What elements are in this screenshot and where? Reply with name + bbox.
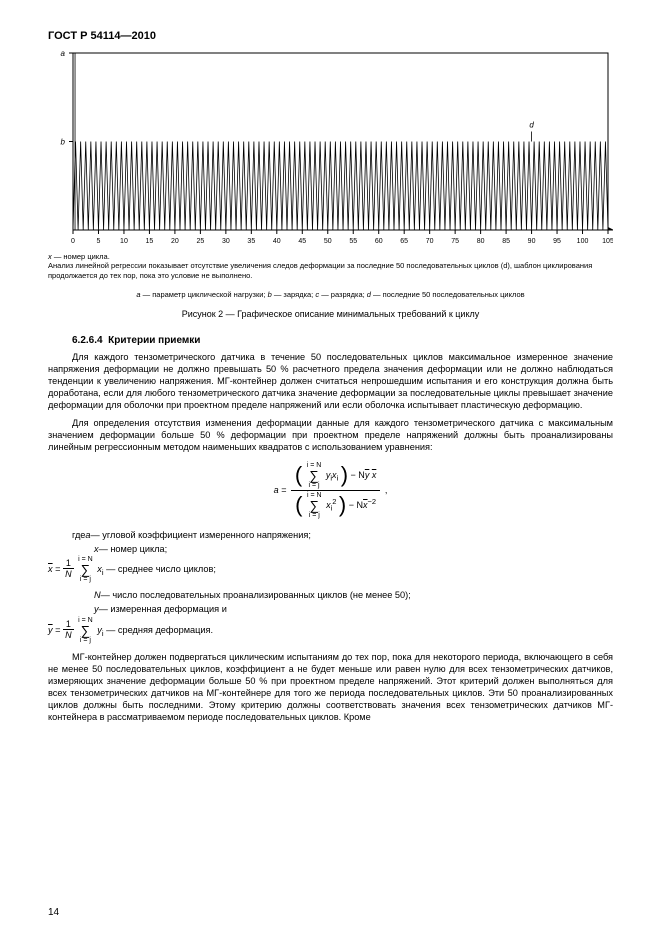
leg-c-txt: — разрядка;	[319, 290, 367, 299]
svg-text:80: 80	[477, 238, 485, 245]
svg-text:65: 65	[400, 238, 408, 245]
ybar-yi-i: i	[102, 629, 104, 638]
svg-text:85: 85	[502, 238, 510, 245]
chart-svg: 0 5 10 15 20 25 30 35 40 45 50 55 60 65 70 75 80 85 90 95 10…	[48, 48, 613, 248]
paragraph-3: МГ-контейнер должен подвергаться цикличе…	[48, 652, 613, 724]
svg-text:75: 75	[451, 238, 459, 245]
svg-text:30: 30	[222, 238, 230, 245]
svg-text:a: a	[61, 49, 66, 58]
f-num-xbar: x	[372, 470, 377, 480]
svg-text:50: 50	[324, 238, 332, 245]
section-num: 6.2.6.4	[72, 335, 103, 346]
main-formula: a = ( i = N ∑ i = j yixi ) − Ny x ( i = …	[48, 462, 613, 519]
where-N-var: N	[94, 589, 101, 603]
f-num-sum-bot: i = j	[307, 482, 322, 489]
xbar-lhs: x	[48, 564, 53, 574]
page-number: 14	[48, 907, 59, 918]
chart-footnote: x — номер цикла. Анализ линейной регресс…	[48, 252, 613, 280]
footnote-line2: Анализ линейной регрессии показывает отс…	[48, 261, 592, 279]
cycle-chart: 0 5 10 15 20 25 30 35 40 45 50 55 60 65 70 75 80 85 90 95 10…	[48, 48, 613, 248]
svg-text:95: 95	[553, 238, 561, 245]
svg-text:0: 0	[71, 238, 75, 245]
f-comma: ,	[385, 485, 388, 495]
ybar-formula-row: y = 1N i = N ∑ i = j yi — средняя деформ…	[48, 617, 613, 644]
page: ГОСТ Р 54114—2010 0 5 10 15 20 25 30 35 40 45 50 55…	[0, 0, 661, 936]
xbar-formula-row: x = 1N i = N ∑ i = j xi — среднее число …	[48, 556, 613, 583]
f-num-ybar: y	[365, 470, 370, 480]
footnote-x-rest: — номер цикла.	[52, 252, 110, 261]
eq1: =	[55, 564, 63, 574]
where-N-txt: — число последовательных проанализирован…	[101, 589, 411, 603]
paragraph-1: Для каждого тензометрического датчика в …	[48, 352, 613, 412]
where-x-txt: — номер цикла;	[99, 543, 168, 557]
svg-text:35: 35	[247, 238, 255, 245]
chart-legend: a — параметр циклической нагрузки; b — з…	[48, 290, 613, 299]
N2: N	[63, 630, 74, 641]
where-block-2: N — число последовательных проанализиров…	[72, 589, 613, 617]
xbar-sum-bot: i = j	[78, 576, 93, 583]
one1: 1	[63, 559, 74, 569]
leg-a-txt: — параметр циклической нагрузки;	[141, 290, 268, 299]
xbar-txt: — среднее число циклов;	[106, 564, 216, 574]
where-a-txt: — угловой коэффициент измеренного напряж…	[91, 529, 311, 543]
where-label: где	[72, 529, 85, 543]
f-den-x2: 2	[332, 497, 336, 506]
doc-header: ГОСТ Р 54114—2010	[48, 30, 613, 42]
ybar-txt: — средняя деформация.	[106, 625, 213, 635]
f-den-pow: −2	[368, 497, 377, 506]
svg-text:10: 10	[120, 238, 128, 245]
svg-text:5: 5	[97, 238, 101, 245]
svg-text:25: 25	[196, 238, 204, 245]
ybar-sum-bot: i = j	[78, 637, 93, 644]
f-num-xi: i	[337, 473, 339, 482]
leg-d-txt: — последние 50 последовательных циклов	[371, 290, 525, 299]
f-den-sum-bot: i = j	[307, 512, 322, 519]
svg-text:45: 45	[298, 238, 306, 245]
where-block: где a — угловой коэффициент измеренного …	[72, 529, 613, 557]
svg-text:70: 70	[426, 238, 434, 245]
leg-b-txt: — зарядка;	[272, 290, 316, 299]
xbar-xi-i: i	[102, 568, 104, 577]
svg-text:100: 100	[577, 238, 589, 245]
f-lhs: a =	[274, 485, 289, 495]
one2: 1	[63, 620, 74, 630]
section-title: 6.2.6.4 Критерии приемки	[72, 335, 613, 346]
svg-text:15: 15	[146, 238, 154, 245]
figure-caption: Рисунок 2 — Графическое описание минимал…	[48, 309, 613, 319]
svg-text:60: 60	[375, 238, 383, 245]
svg-text:40: 40	[273, 238, 281, 245]
svg-text:b: b	[61, 138, 66, 147]
svg-text:55: 55	[349, 238, 357, 245]
svg-text:90: 90	[528, 238, 536, 245]
paragraph-2: Для определения отсутствия изменения деф…	[48, 418, 613, 454]
f-num-tail: − N	[351, 470, 365, 480]
eq2: =	[55, 625, 63, 635]
svg-text:105: 105	[602, 238, 613, 245]
ybar-lhs: y	[48, 625, 53, 635]
svg-text:d: d	[529, 121, 534, 130]
f-den-tail: − N	[349, 500, 363, 510]
section-name: Критерии приемки	[108, 335, 200, 346]
where-y-txt: — измеренная деформация и	[99, 603, 227, 617]
svg-text:20: 20	[171, 238, 179, 245]
N1: N	[63, 569, 74, 580]
